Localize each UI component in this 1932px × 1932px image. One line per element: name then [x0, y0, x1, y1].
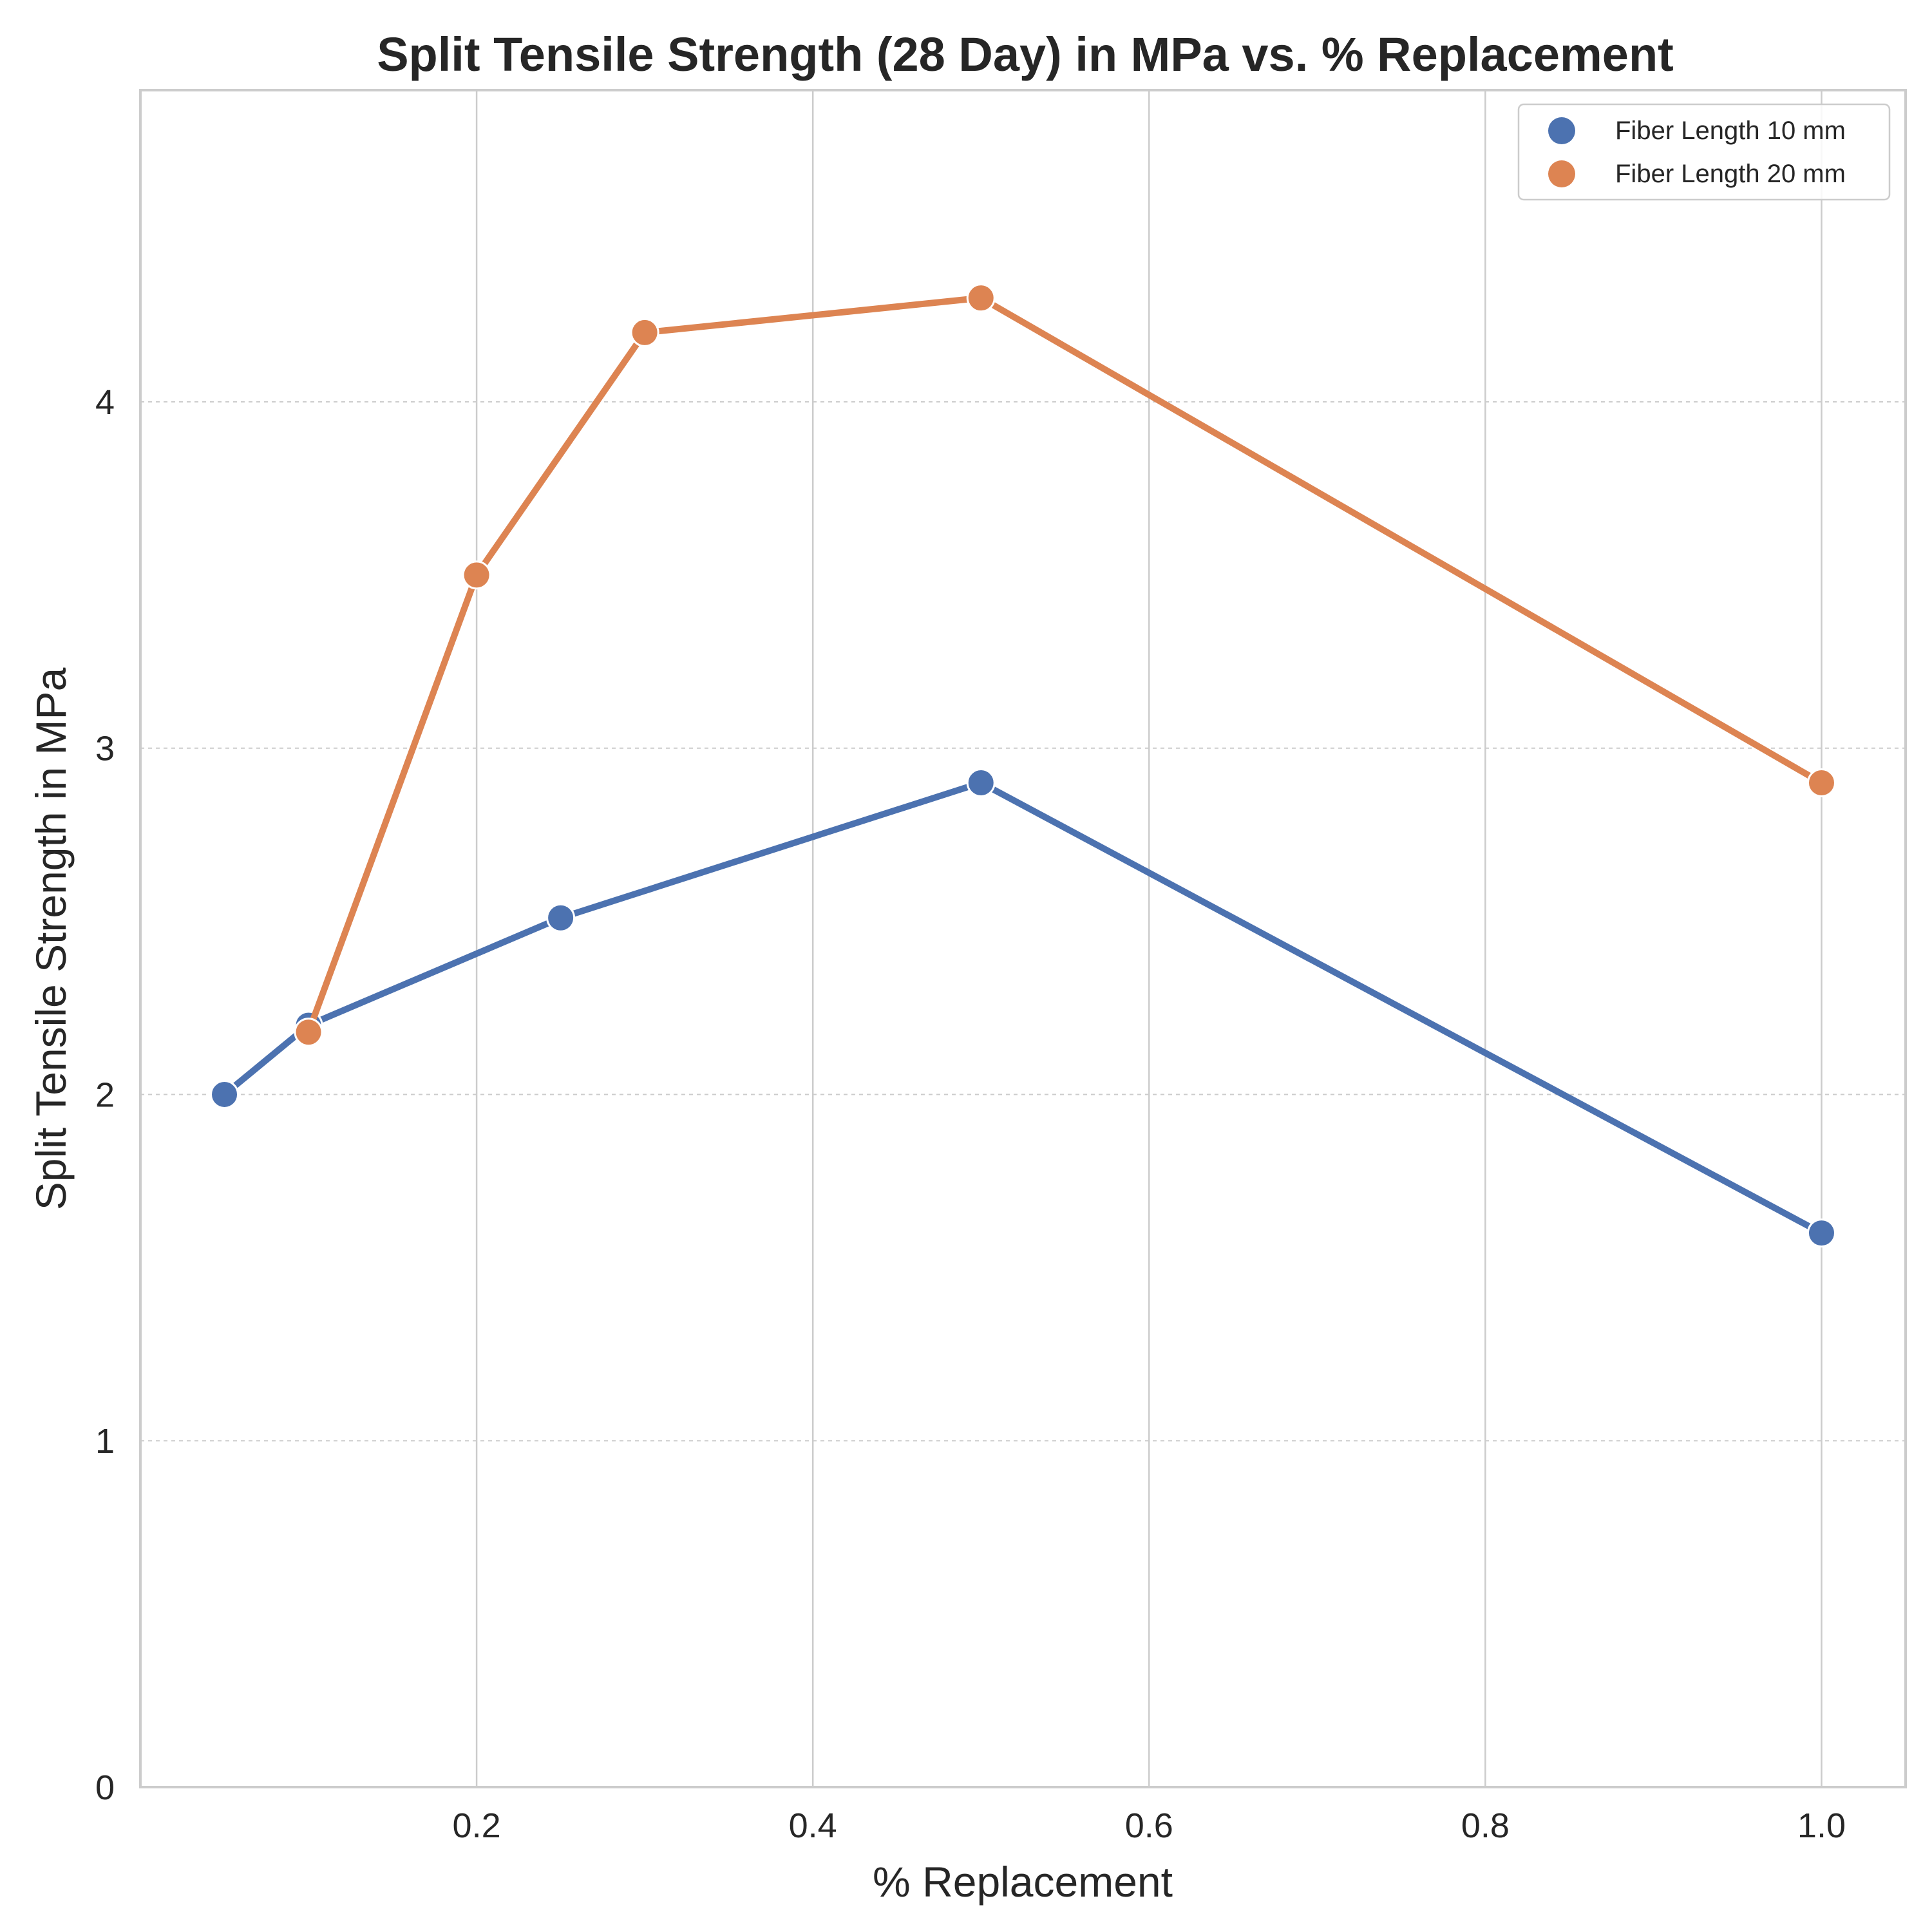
- legend-label-fiber-10mm: Fiber Length 10 mm: [1615, 117, 1846, 145]
- data-point: [462, 560, 491, 590]
- legend-marker-fiber-20mm: [1548, 160, 1575, 187]
- series-group: [210, 283, 1836, 1248]
- y-tick-label: 0: [95, 1768, 115, 1807]
- data-point: [1806, 1218, 1836, 1248]
- x-axis-label: % Replacement: [873, 1858, 1173, 1906]
- series-1: [210, 768, 1836, 1248]
- data-point: [1806, 768, 1836, 798]
- legend-label-fiber-20mm: Fiber Length 20 mm: [1615, 160, 1846, 188]
- y-axis-label: Split Tensile Strength in MPa: [27, 667, 75, 1210]
- data-point: [210, 1079, 240, 1109]
- x-tick-label: 0.4: [789, 1806, 837, 1845]
- series-2: [294, 283, 1836, 1047]
- x-tick-label: 1.0: [1797, 1806, 1846, 1845]
- x-tick-label: 0.8: [1461, 1806, 1510, 1845]
- data-point: [294, 1018, 323, 1047]
- legend: Fiber Length 10 mm Fiber Length 20 mm: [1517, 103, 1891, 201]
- legend-box: [1517, 103, 1891, 201]
- legend-marker-fiber-10mm: [1548, 117, 1575, 144]
- y-tick-label: 4: [95, 383, 115, 422]
- x-tick-label: 0.2: [453, 1806, 501, 1845]
- y-tick-label: 2: [95, 1075, 115, 1114]
- data-point: [546, 903, 576, 933]
- series-line: [305, 294, 1825, 1036]
- grid: [140, 90, 1906, 1787]
- y-tick-label: 3: [95, 730, 115, 768]
- data-point: [630, 317, 659, 347]
- y-axis-ticks: 0 1 2 3 4: [95, 383, 115, 1807]
- series-line: [221, 779, 1825, 1236]
- data-point: [966, 768, 996, 798]
- chart-title: Split Tensile Strength (28 Day) in MPa v…: [377, 28, 1674, 81]
- data-point: [966, 283, 996, 313]
- x-axis-ticks: 0.2 0.4 0.6 0.8 1.0: [453, 1806, 1846, 1845]
- x-tick-label: 0.6: [1125, 1806, 1173, 1845]
- y-tick-label: 1: [95, 1422, 115, 1461]
- plot-frame: [139, 89, 1907, 1788]
